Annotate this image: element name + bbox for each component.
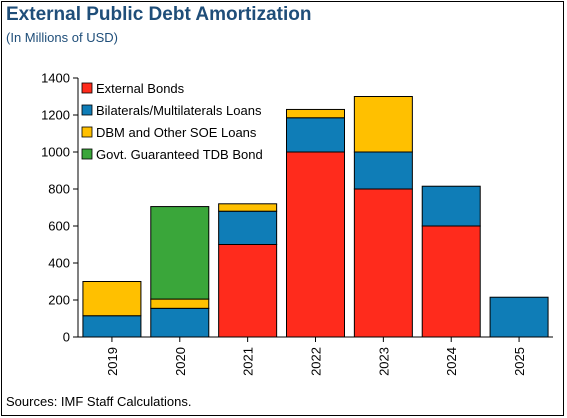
x-tick-label: 2023: [376, 347, 391, 376]
legend-label: Govt. Guaranteed TDB Bond: [96, 147, 263, 162]
bar-segment: [82, 281, 142, 317]
bar-segment: [286, 117, 345, 153]
x-tick-label: 2020: [173, 347, 188, 376]
y-tick-label: 200: [48, 293, 70, 308]
x-tick-label: 2019: [105, 347, 120, 376]
source-note: Sources: IMF Staff Calculations.: [6, 394, 192, 409]
bar-segment: [218, 203, 278, 212]
bar-segment: [150, 206, 210, 300]
y-tick-label: 800: [48, 182, 70, 197]
y-tick-label: 1000: [41, 145, 70, 160]
x-tick-label: 2022: [309, 347, 324, 376]
x-tick-label: 2025: [512, 347, 527, 376]
bar-segment: [421, 225, 481, 338]
bar-segment: [218, 244, 278, 338]
bar-segment: [286, 108, 345, 119]
chart-title: External Public Debt Amortization: [6, 4, 312, 25]
bar-segment: [218, 210, 278, 245]
y-tick-label: 1400: [41, 71, 70, 86]
bar-segment: [286, 151, 345, 338]
bar-segment: [353, 188, 413, 338]
bar-segment: [150, 298, 210, 309]
x-tick-label: 2024: [444, 347, 459, 376]
legend-label: DBM and Other SOE Loans: [96, 125, 257, 140]
y-tick-label: 400: [48, 256, 70, 271]
bar-segment: [150, 307, 210, 338]
bar-segment: [489, 296, 549, 338]
legend-swatch: [81, 148, 93, 160]
y-tick-label: 600: [48, 219, 70, 234]
legend-swatch: [81, 126, 93, 138]
bar-segment: [421, 185, 481, 227]
chart-subtitle: (In Millions of USD): [6, 30, 118, 45]
bar-segment: [353, 96, 413, 153]
y-tick-label: 1200: [41, 108, 70, 123]
bar-segment: [82, 315, 142, 338]
legend-swatch: [81, 82, 93, 94]
legend-label: Bilaterals/Multilaterals Loans: [96, 103, 262, 118]
legend-swatch: [81, 104, 93, 116]
x-tick-label: 2021: [241, 347, 256, 376]
legend-label: External Bonds: [96, 81, 185, 96]
y-tick-label: 0: [63, 330, 70, 345]
bar-segment: [353, 151, 413, 190]
